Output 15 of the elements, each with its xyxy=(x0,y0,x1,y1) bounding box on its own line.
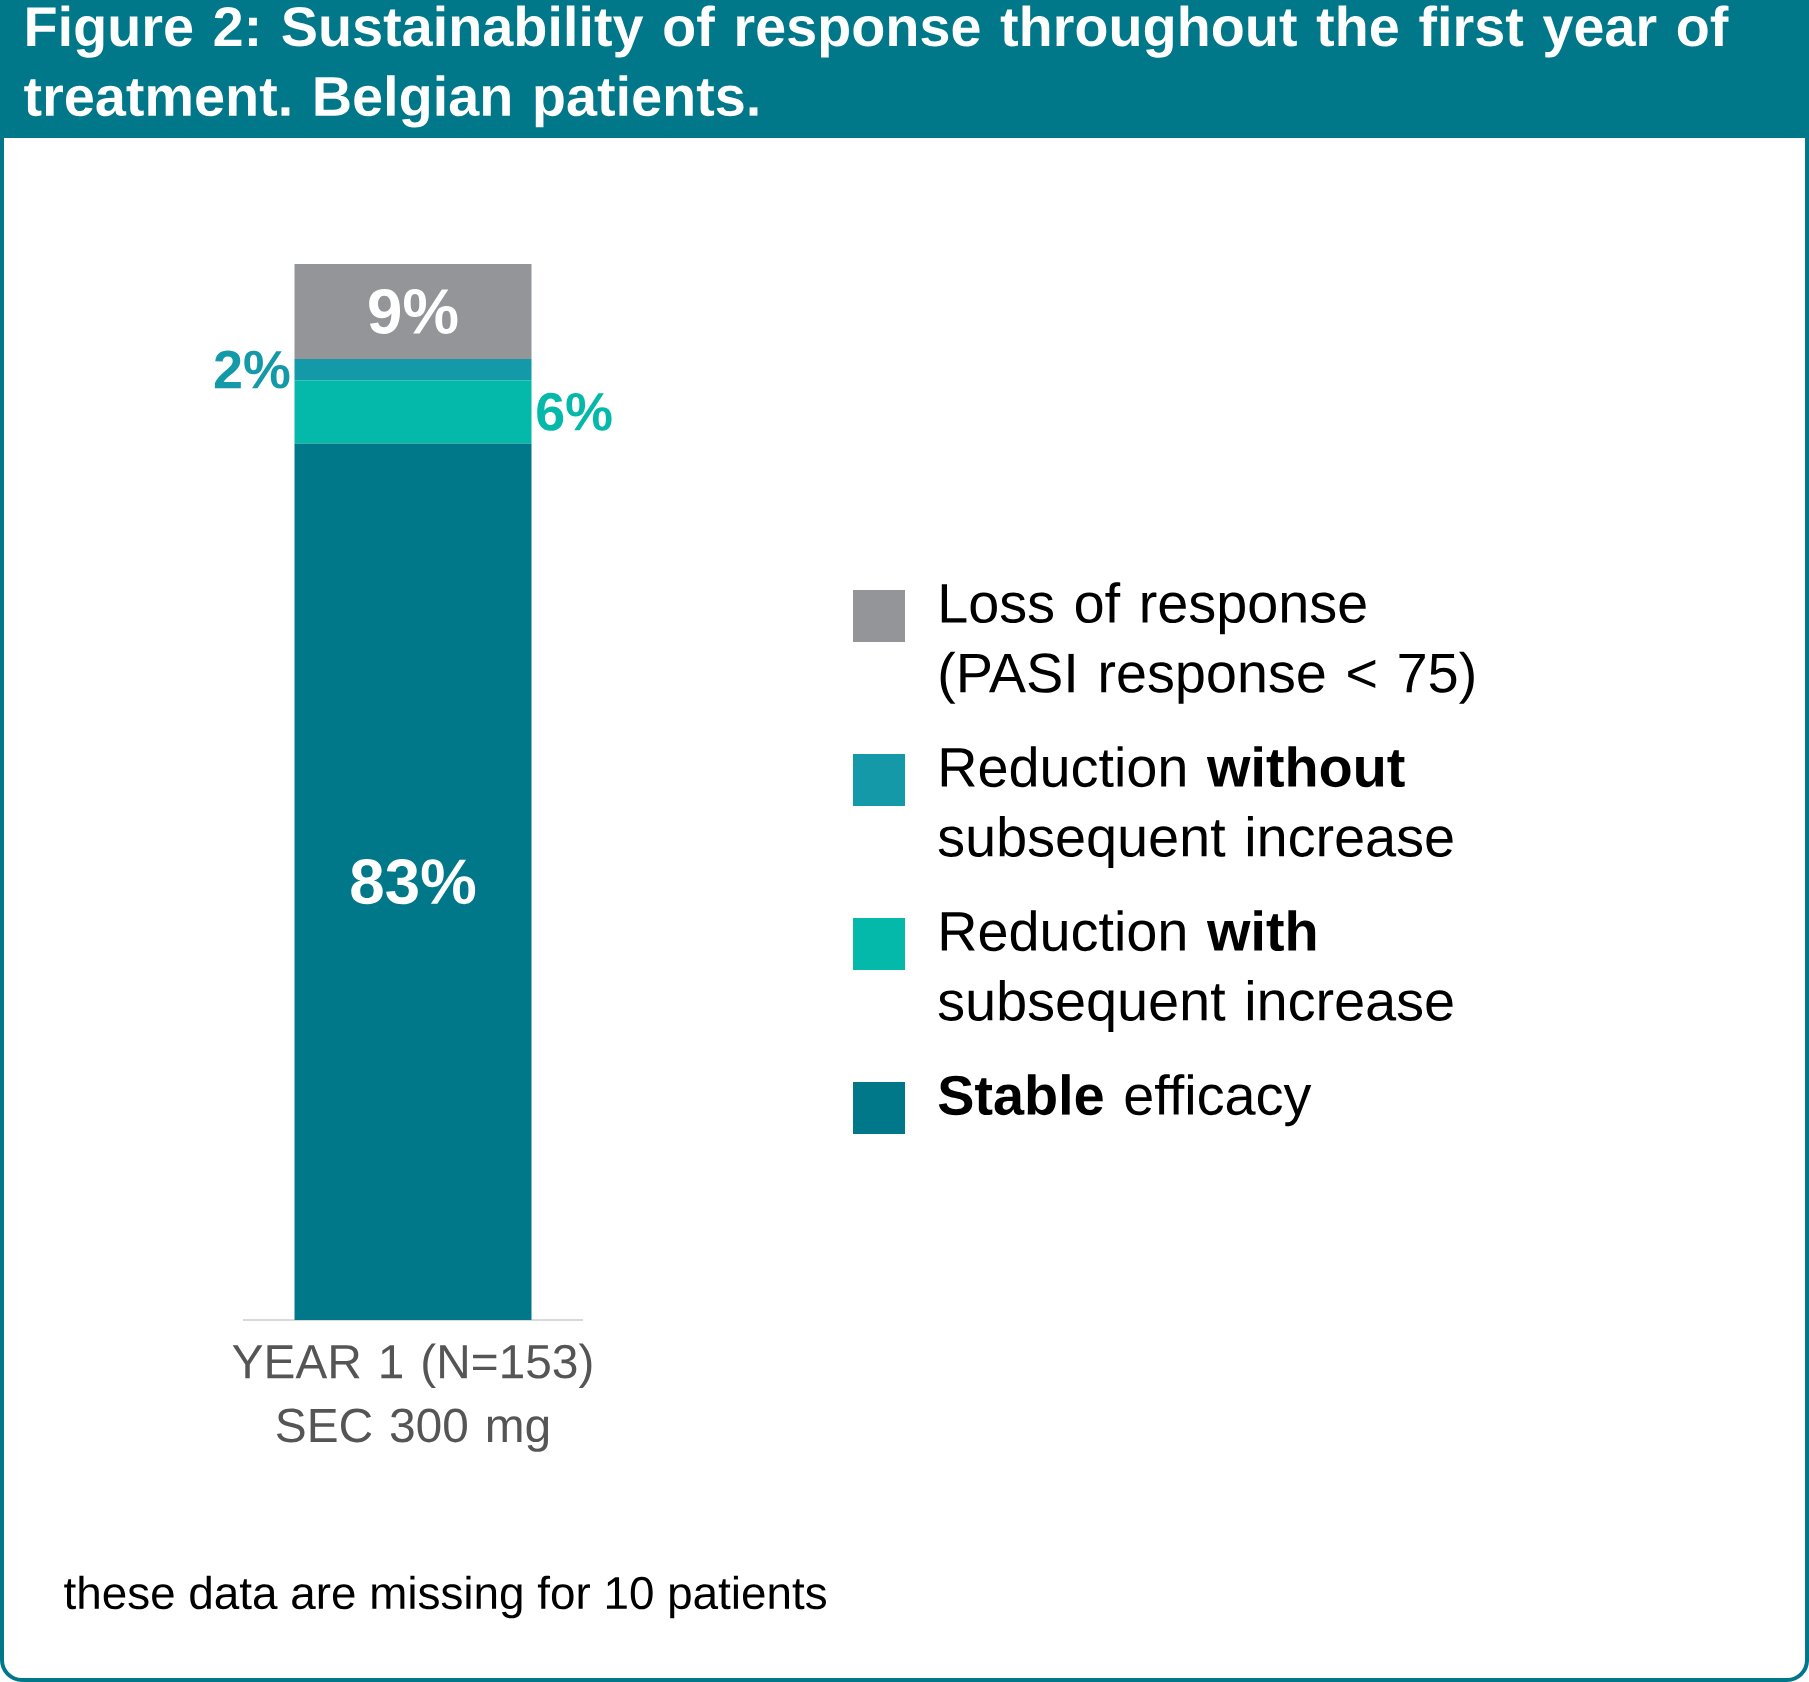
text: these data are missing for 10 patients xyxy=(64,1575,826,1619)
legend-label: Reduction without subsequent increase xyxy=(938,746,1453,868)
data-label: 83% xyxy=(351,859,476,905)
x-tick-label: YEAR 1 (N=153) SEC 300 mg xyxy=(232,1343,592,1452)
bar xyxy=(294,380,532,444)
bar xyxy=(294,443,532,1320)
bar xyxy=(294,359,532,381)
bar xyxy=(294,263,532,360)
legend-label: Stable efficacy xyxy=(938,1074,1312,1127)
data-label: 6% xyxy=(537,392,612,431)
legend-label: Loss of response (PASI response < 75) xyxy=(940,582,1474,704)
data-label: 9% xyxy=(369,288,458,335)
data-label: 2% xyxy=(214,350,290,389)
legend-label: Reduction with subsequent increase xyxy=(938,910,1453,1032)
text: Figure 2: Sustainability of response throughout the first year of treatment. Belgian patients. xyxy=(24,5,1729,128)
